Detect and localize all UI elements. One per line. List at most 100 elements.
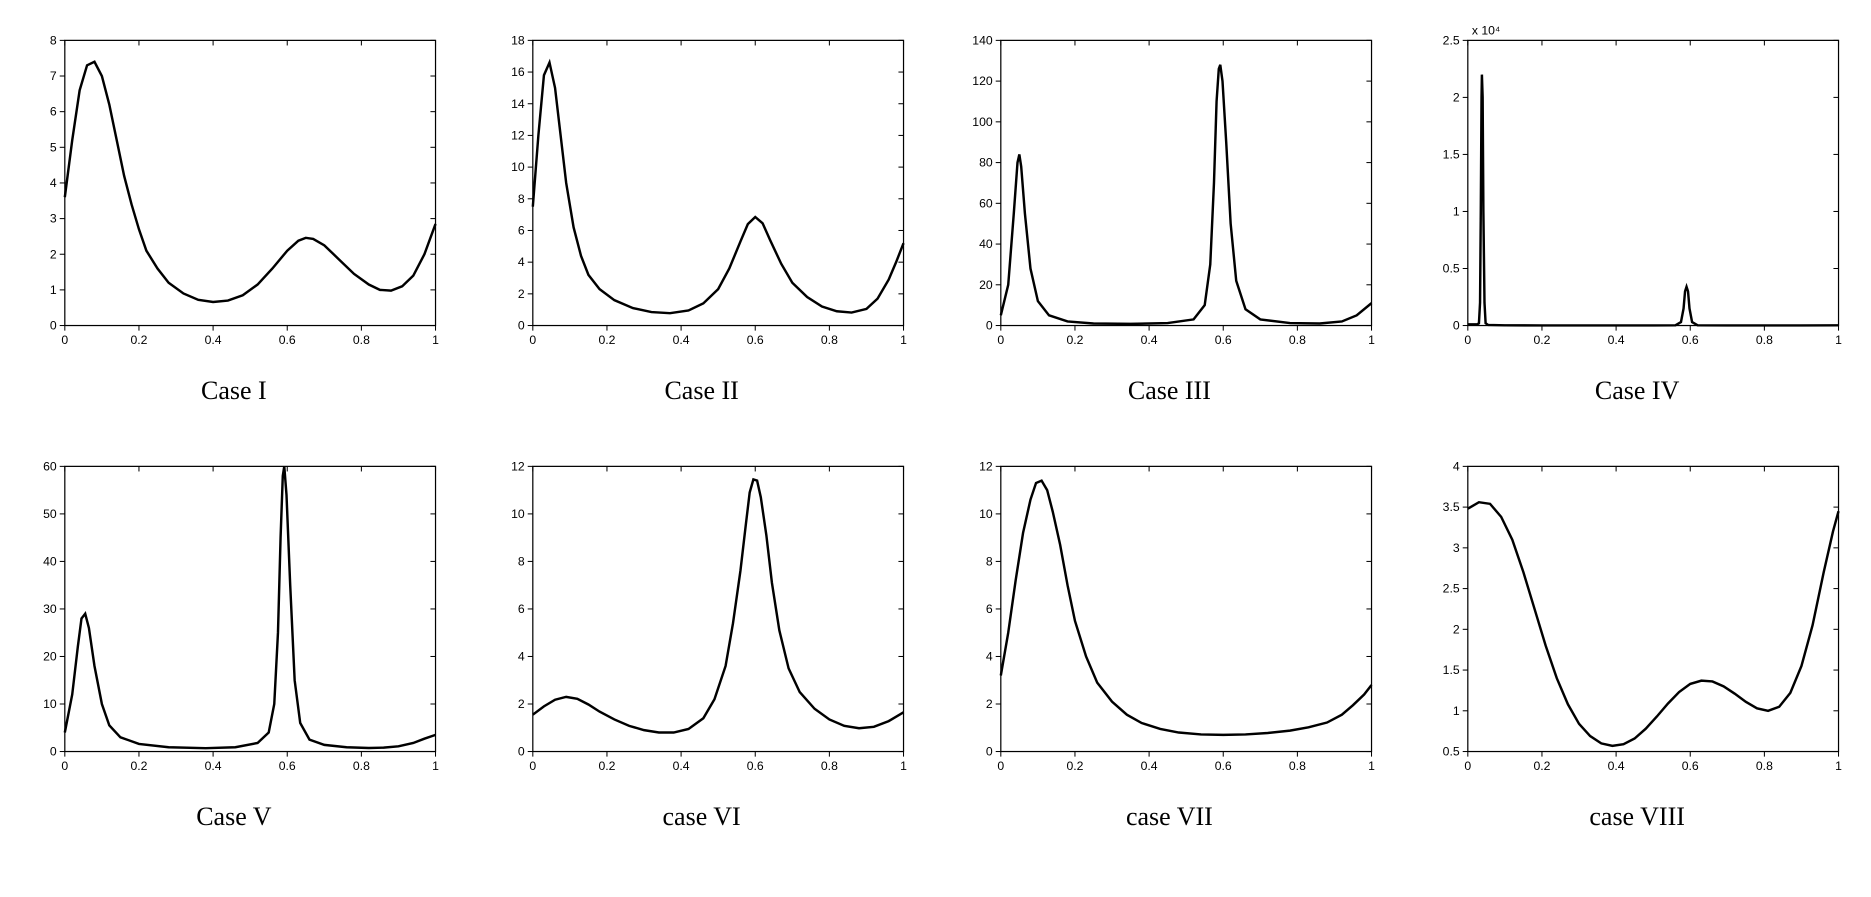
ytick-label: 6: [985, 602, 992, 616]
data-line: [1468, 502, 1839, 746]
ytick-label: 10: [979, 507, 993, 521]
ytick-label: 120: [972, 74, 993, 88]
ytick-label: 12: [511, 128, 525, 142]
ytick-label: 140: [972, 33, 993, 47]
ytick-label: 20: [43, 650, 57, 664]
ytick-label: 80: [979, 156, 993, 170]
xtick-label: 0.2: [1066, 333, 1083, 347]
xtick-label: 0.4: [1140, 333, 1157, 347]
ytick-label: 2: [985, 697, 992, 711]
xtick-label: 0.8: [353, 759, 370, 773]
data-line: [65, 466, 436, 748]
ytick-label: 10: [511, 507, 525, 521]
xtick-label: 0.8: [1756, 759, 1773, 773]
ytick-label: 8: [518, 555, 525, 569]
ytick-label: 0: [50, 745, 57, 759]
ytick-label: 20: [979, 278, 993, 292]
xtick-label: 0.8: [821, 333, 838, 347]
xtick-label: 1: [1835, 333, 1842, 347]
ytick-label: 14: [511, 97, 525, 111]
data-line: [1468, 75, 1839, 326]
caption-case2: Case II: [664, 376, 738, 406]
ytick-label: 1.5: [1443, 148, 1460, 162]
ytick-label: 3: [1453, 541, 1460, 555]
panel-case8: 0 0.2 0.4 0.6 0.8 1 0.5 1 1.5 2 2.5 3 3.5 4 case VIII: [1423, 446, 1851, 832]
xtick-label: 0.4: [205, 759, 222, 773]
xtick-label: 0.2: [1534, 333, 1551, 347]
ytick-label: 4: [985, 650, 992, 664]
panel-case4: 00.20.40.60.8100.511.522.5x 10⁴Case IV: [1423, 20, 1851, 406]
caption-case8: case VIII: [1589, 802, 1685, 832]
xtick-label: 0.6: [1682, 759, 1699, 773]
ytick-label: 2: [1453, 622, 1460, 636]
ytick-label: 3.5: [1443, 500, 1460, 514]
panel-case6: 00.20.40.60.81024681012case VI: [488, 446, 916, 832]
ytick-label: 12: [511, 459, 525, 473]
ytick-label: 1: [1453, 704, 1460, 718]
xtick-label: 0.4: [1608, 333, 1625, 347]
ytick-label: 0: [1453, 319, 1460, 333]
chart-case3: 00.20.40.60.81020406080100120140: [956, 20, 1384, 354]
ytick-label: 2.5: [1443, 582, 1460, 596]
ytick-label: 6: [518, 224, 525, 238]
xtick-label: 0.2: [130, 333, 147, 347]
panel-case3: 00.20.40.60.81020406080100120140Case III: [956, 20, 1384, 406]
ytick-label: 0.5: [1443, 745, 1460, 759]
xtick-label: 1: [432, 759, 439, 773]
ytick-label: 4: [518, 650, 525, 664]
ytick-label: 2: [518, 697, 525, 711]
ytick-label: 1: [50, 283, 57, 297]
xtick-label: 0.6: [1682, 333, 1699, 347]
xtick-label: 0.2: [1534, 759, 1551, 773]
data-line: [533, 63, 904, 314]
chart-case7: 00.20.40.60.81024681012: [956, 446, 1384, 780]
xtick-label: 0.6: [279, 333, 296, 347]
ytick-label: 0: [50, 319, 57, 333]
ytick-label: 18: [511, 33, 525, 47]
ytick-label: 100: [972, 115, 993, 129]
ytick-label: 12: [979, 459, 993, 473]
ytick-label: 1.5: [1443, 663, 1460, 677]
chart-case1: 00.20.40.60.81012345678: [20, 20, 448, 354]
ytick-label: 0: [518, 319, 525, 333]
xtick-label: 0: [1465, 759, 1472, 773]
ytick-label: 8: [518, 192, 525, 206]
data-line: [1000, 481, 1371, 735]
xtick-label: 1: [1835, 759, 1842, 773]
xtick-label: 0.6: [279, 759, 296, 773]
panel-case1: 00.20.40.60.81012345678Case I: [20, 20, 448, 406]
xtick-label: 1: [1368, 333, 1375, 347]
ytick-label: 6: [50, 105, 57, 119]
caption-case6: case VI: [663, 802, 741, 832]
chart-case8: 0 0.2 0.4 0.6 0.8 1 0.5 1 1.5 2 2.5 3 3.5 4: [1423, 446, 1851, 780]
ytick-label: 3: [50, 212, 57, 226]
caption-case5: Case V: [196, 802, 271, 832]
xtick-label: 0.4: [205, 333, 222, 347]
ytick-label: 2.5: [1443, 33, 1460, 47]
xtick-label: 0.6: [746, 759, 763, 773]
ytick-label: 16: [511, 65, 525, 79]
xtick-label: 0.4: [1608, 759, 1625, 773]
chart-case4: 00.20.40.60.8100.511.522.5x 10⁴: [1423, 20, 1851, 354]
data-line: [533, 479, 904, 732]
ytick-label: 40: [43, 555, 57, 569]
xtick-label: 0.6: [746, 333, 763, 347]
ytick-label: 30: [43, 602, 57, 616]
xtick-label: 0.2: [1066, 759, 1083, 773]
ytick-label: 6: [518, 602, 525, 616]
xtick-label: 0: [529, 759, 536, 773]
caption-case3: Case III: [1128, 376, 1211, 406]
caption-case1: Case I: [201, 376, 267, 406]
chart-case6: 00.20.40.60.81024681012: [488, 446, 916, 780]
panel-case7: 00.20.40.60.81024681012case VII: [956, 446, 1384, 832]
xtick-label: 0.6: [1214, 759, 1231, 773]
ytick-label: 7: [50, 69, 57, 83]
xtick-label: 0: [997, 333, 1004, 347]
xtick-label: 0.2: [598, 759, 615, 773]
xtick-label: 0: [61, 333, 68, 347]
ytick-label: 4: [1453, 459, 1460, 473]
xtick-label: 0: [61, 759, 68, 773]
xtick-label: 0.4: [672, 759, 689, 773]
xtick-label: 0.6: [1214, 333, 1231, 347]
ytick-label: 8: [50, 33, 57, 47]
